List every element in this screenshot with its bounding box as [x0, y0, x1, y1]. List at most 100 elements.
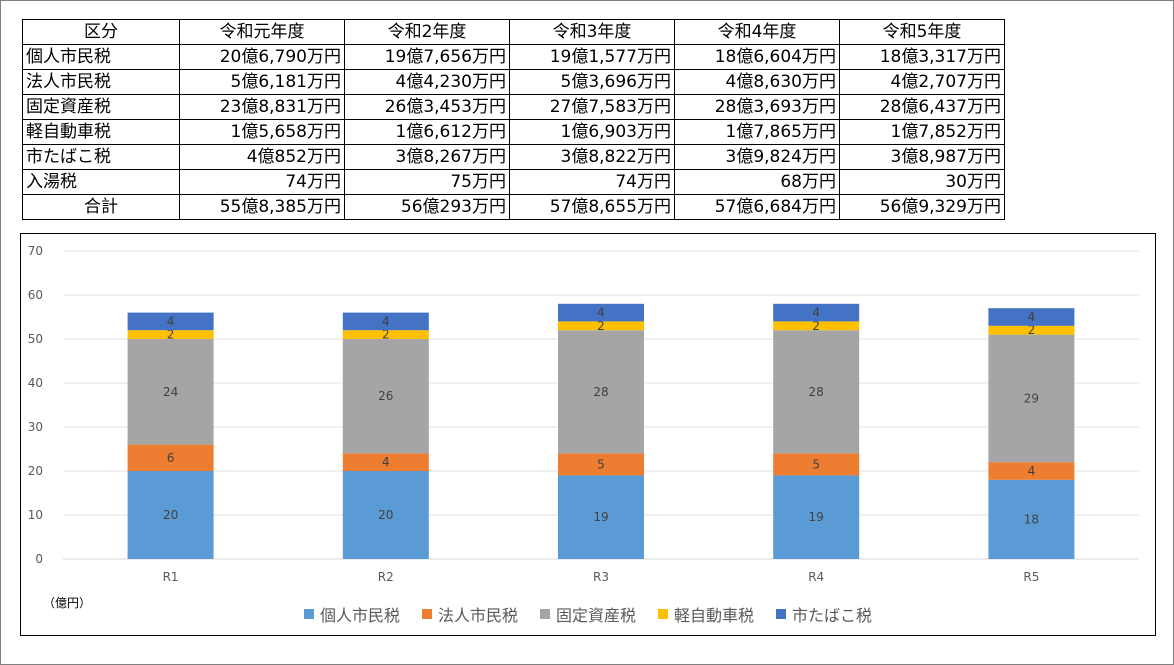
- legend-item: 固定資産税: [539, 602, 636, 626]
- x-tick-label: R3: [593, 570, 609, 584]
- table-cell: 28億3,693万円: [674, 94, 840, 120]
- header-cell: 令和2年度: [344, 19, 510, 45]
- table-cell: 75万円: [344, 169, 510, 195]
- table-cell: 3億8,267万円: [344, 144, 510, 170]
- total-cell: 56億293万円: [344, 194, 510, 220]
- row-label: 固定資産税: [22, 94, 180, 120]
- table-cell: 19億1,577万円: [509, 44, 675, 70]
- legend-swatch: [303, 609, 314, 619]
- bar-segment: [342, 312, 429, 331]
- table-cell: 23億8,831万円: [179, 94, 345, 120]
- bar-segment: [773, 475, 860, 559]
- legend-item: 個人市民税: [303, 602, 400, 626]
- table-cell: 74万円: [509, 169, 675, 195]
- total-label: 合計: [22, 194, 180, 220]
- legend-label: 市たばこ税: [792, 606, 873, 625]
- data-label: 20: [163, 508, 178, 522]
- chart-canvas: 0102030405060702062424R12042624R21952824…: [28, 244, 1139, 584]
- y-tick-label: 70: [28, 244, 43, 258]
- legend-swatch: [658, 609, 668, 619]
- table-cell: 1億6,903万円: [509, 119, 675, 145]
- table-row: 軽自動車税 1億5,658万円 1億6,612万円 1億6,903万円 1億7,…: [22, 119, 1005, 145]
- bar-segment: [127, 471, 214, 559]
- bar-segment: [988, 325, 1075, 335]
- bar-segment: [558, 303, 644, 322]
- data-label: 2: [382, 328, 390, 342]
- table-cell: 30万円: [839, 169, 1005, 195]
- legend-label: 軽自動車税: [674, 606, 755, 625]
- y-tick-label: 20: [28, 464, 43, 478]
- data-label: 24: [163, 385, 178, 399]
- bar-segment: [773, 330, 860, 454]
- data-label: 4: [1028, 464, 1036, 478]
- x-tick-label: R1: [163, 570, 179, 584]
- table-cell: 1億5,658万円: [179, 119, 345, 145]
- bar-segment: [773, 303, 860, 322]
- x-tick-label: R2: [378, 570, 394, 584]
- bar-segment: [773, 453, 860, 476]
- bar-segment: [988, 334, 1075, 463]
- x-tick-label: R5: [1023, 570, 1039, 584]
- stacked-bar-chart: 0 10 20 30 40 50 60 70 20 6 24 2 4 R1 20 4 26 2 4 R2 19 5 28 2 4…: [20, 233, 1156, 636]
- bar-segment: [342, 471, 429, 559]
- y-tick-label: 30: [28, 420, 43, 434]
- y-tick-label: 60: [28, 288, 43, 302]
- table-cell: 74万円: [179, 169, 345, 195]
- bar-segment: [558, 453, 644, 476]
- row-label: 市たばこ税: [22, 144, 180, 170]
- table-cell: 4億4,230万円: [344, 69, 510, 95]
- bar-segment: [988, 479, 1075, 559]
- data-label: 19: [593, 510, 608, 524]
- data-label: 20: [378, 508, 393, 522]
- table-cell: 3億8,822万円: [509, 144, 675, 170]
- table-cell: 1億7,865万円: [674, 119, 840, 145]
- data-label: 28: [809, 385, 824, 399]
- row-label: 入湯税: [22, 169, 180, 195]
- data-label: 2: [597, 319, 605, 333]
- data-label: 2: [1028, 323, 1036, 337]
- data-label: 4: [382, 314, 390, 328]
- table-cell: 27億7,583万円: [509, 94, 675, 120]
- data-label: 6: [167, 451, 175, 465]
- bar-segment: [342, 330, 429, 339]
- bar-segment: [558, 330, 644, 454]
- table-cell: 4億8,630万円: [674, 69, 840, 95]
- header-cell: 令和4年度: [674, 19, 840, 45]
- bar-segment: [988, 462, 1075, 480]
- data-label: 5: [597, 457, 605, 471]
- total-cell: 56億9,329万円: [839, 194, 1005, 220]
- legend-label: 固定資産税: [555, 606, 636, 625]
- data-label: 2: [812, 319, 820, 333]
- tax-revenue-table: 区分 令和元年度 令和2年度 令和3年度 令和4年度 令和5年度 個人市民税 2…: [22, 19, 1005, 220]
- data-label: 28: [593, 385, 608, 399]
- total-cell: 55億8,385万円: [179, 194, 345, 220]
- row-label: 個人市民税: [22, 44, 180, 70]
- total-cell: 57億6,684万円: [674, 194, 840, 220]
- bar-segment: [773, 321, 860, 331]
- data-label: 26: [378, 389, 393, 403]
- table-cell: 1億7,852万円: [839, 119, 1005, 145]
- row-label: 軽自動車税: [22, 119, 180, 145]
- row-label: 法人市民税: [22, 69, 180, 95]
- data-label: 4: [1028, 310, 1036, 324]
- table-header-row: 区分 令和元年度 令和2年度 令和3年度 令和4年度 令和5年度: [22, 19, 1005, 45]
- y-tick-label: 10: [28, 508, 43, 522]
- legend-swatch: [539, 609, 550, 619]
- legend-item: 軽自動車税: [658, 602, 754, 626]
- header-cell: 令和5年度: [839, 19, 1005, 45]
- bar-segment: [127, 339, 214, 445]
- table-row: 入湯税 74万円 75万円 74万円 68万円 30万円: [22, 169, 1005, 195]
- table-row: 市たばこ税 4億852万円 3億8,267万円 3億8,822万円 3億9,82…: [22, 144, 1005, 170]
- table-cell: 20億6,790万円: [179, 44, 345, 70]
- total-cell: 57億8,655万円: [509, 194, 675, 220]
- table-cell: 68万円: [674, 169, 840, 195]
- data-label: 2: [167, 328, 175, 342]
- table-cell: 19億7,656万円: [344, 44, 510, 70]
- table-cell: 26億3,453万円: [344, 94, 510, 120]
- table-row: 個人市民税 20億6,790万円 19億7,656万円 19億1,577万円 1…: [22, 44, 1005, 70]
- table-row: 固定資産税 23億8,831万円 26億3,453万円 27億7,583万円 2…: [22, 94, 1005, 120]
- x-tick-label: R4: [808, 570, 824, 584]
- legend-label: 個人市民税: [319, 606, 400, 625]
- legend-swatch: [776, 609, 787, 619]
